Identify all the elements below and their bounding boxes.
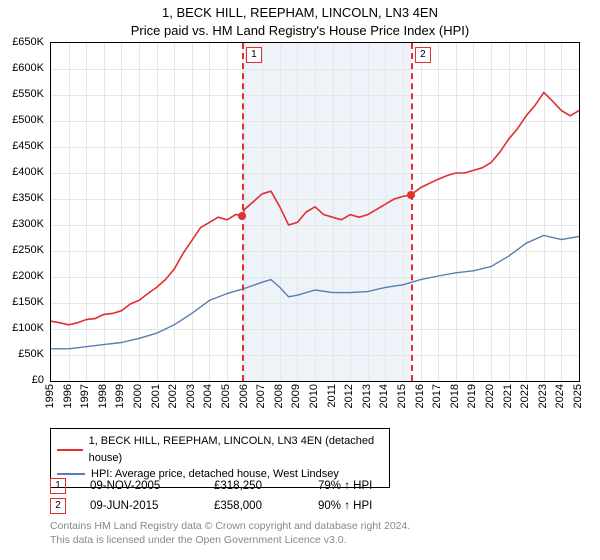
x-tick-label: 2024 [554,384,566,408]
y-tick-label: £250K [12,244,44,256]
x-tick-label: 2010 [308,384,320,408]
legend-swatch [57,449,83,451]
footnote-line-1: Contains HM Land Registry data © Crown c… [50,520,580,534]
x-tick-label: 1995 [44,384,56,408]
x-tick-label: 2003 [185,384,197,408]
transactions-table: 1 09-NOV-2005 £318,250 79% ↑ HPI 2 09-JUN-201… [50,476,580,516]
y-tick-label: £0 [32,374,44,386]
y-tick-label: £400K [12,166,44,178]
x-tick-label: 2001 [150,384,162,408]
legend-item: 1, BECK HILL, REEPHAM, LINCOLN, LN3 4EN … [57,433,383,466]
chart-title-2: Price paid vs. HM Land Registry's House … [0,22,600,40]
marker-badge: 1 [246,47,262,63]
x-tick-label: 2007 [255,384,267,408]
x-tick-label: 1996 [62,384,74,408]
transaction-price: £318,250 [214,480,294,492]
y-tick-label: £200K [12,270,44,282]
y-axis-labels: £0£50K£100K£150K£200K£250K£300K£350K£400… [0,42,48,382]
x-tick-label: 2019 [466,384,478,408]
footnote-line-2: This data is licensed under the Open Gov… [50,534,580,548]
series-hpi [51,235,579,348]
y-tick-label: £350K [12,192,44,204]
chart-title-1: 1, BECK HILL, REEPHAM, LINCOLN, LN3 4EN [0,4,600,22]
marker-badge: 2 [415,47,431,63]
transaction-badge: 1 [50,478,66,494]
x-tick-label: 2023 [537,384,549,408]
x-tick-label: 2008 [273,384,285,408]
x-tick-label: 1998 [97,384,109,408]
transaction-hpi: 90% ↑ HPI [318,500,372,512]
y-tick-label: £650K [12,36,44,48]
y-tick-label: £600K [12,62,44,74]
x-tick-label: 1999 [114,384,126,408]
marker-dot [407,191,415,199]
marker-dot [238,212,246,220]
legend-label: 1, BECK HILL, REEPHAM, LINCOLN, LN3 4EN … [89,433,383,466]
transaction-badge: 2 [50,498,66,514]
chart-lines-svg [51,43,579,381]
x-tick-label: 2020 [484,384,496,408]
y-tick-label: £500K [12,114,44,126]
transaction-date: 09-JUN-2015 [90,500,190,512]
x-tick-label: 2004 [202,384,214,408]
x-tick-label: 2025 [572,384,584,408]
chart-plot-area: 12 [50,42,580,382]
x-tick-label: 2021 [502,384,514,408]
x-tick-label: 2000 [132,384,144,408]
transaction-date: 09-NOV-2005 [90,480,190,492]
x-tick-label: 2017 [431,384,443,408]
x-tick-label: 2015 [396,384,408,408]
transaction-price: £358,000 [214,500,294,512]
y-tick-label: £300K [12,218,44,230]
marker-line [411,43,413,381]
transaction-row: 2 09-JUN-2015 £358,000 90% ↑ HPI [50,496,580,516]
transaction-row: 1 09-NOV-2005 £318,250 79% ↑ HPI [50,476,580,496]
y-tick-label: £150K [12,296,44,308]
x-tick-label: 1997 [79,384,91,408]
x-tick-label: 2009 [290,384,302,408]
x-tick-label: 2011 [326,384,338,408]
x-tick-label: 2005 [220,384,232,408]
y-tick-label: £450K [12,140,44,152]
legend-swatch [57,473,85,475]
x-tick-label: 2022 [519,384,531,408]
x-tick-label: 2016 [414,384,426,408]
x-tick-label: 2006 [238,384,250,408]
x-tick-label: 2013 [361,384,373,408]
x-tick-label: 2002 [167,384,179,408]
x-tick-label: 2018 [449,384,461,408]
x-tick-label: 2014 [378,384,390,408]
y-tick-label: £50K [18,348,44,360]
transaction-hpi: 79% ↑ HPI [318,480,372,492]
y-tick-label: £100K [12,322,44,334]
x-tick-label: 2012 [343,384,355,408]
y-tick-label: £550K [12,88,44,100]
x-axis-labels: 1995199619971998199920002001200220032004… [50,384,580,434]
footnote: Contains HM Land Registry data © Crown c… [50,520,580,547]
